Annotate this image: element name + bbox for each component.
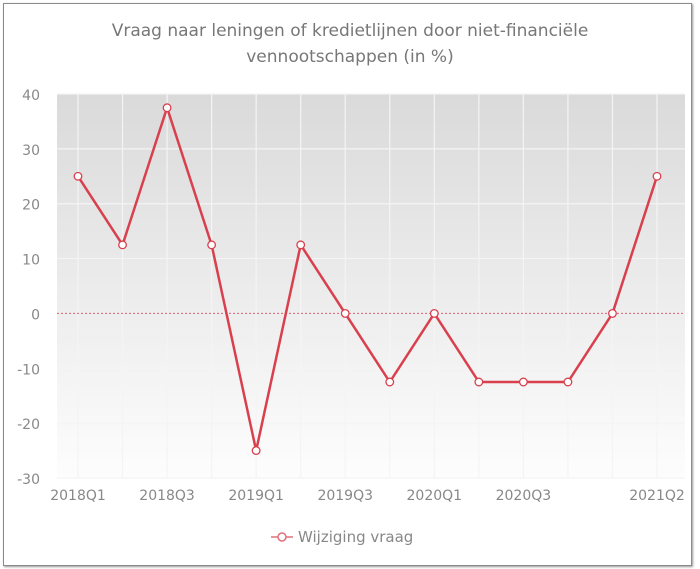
series-line [76, 106, 659, 452]
x-tick-label: 2019Q3 [317, 488, 373, 504]
data-point [385, 377, 395, 387]
x-tick-label: 2019Q1 [228, 488, 284, 504]
y-tick-label: -10 [17, 362, 40, 378]
title-line-1: Vraag naar leningen of kredietlijnen doo… [111, 21, 589, 41]
data-point [118, 240, 127, 250]
data-point [474, 377, 484, 387]
x-tick-label: 2018Q3 [139, 488, 195, 504]
data-point [608, 308, 617, 318]
data-point [563, 377, 573, 387]
y-tick-label: -30 [17, 472, 40, 488]
data-point [73, 171, 83, 181]
y-tick-label: -20 [17, 417, 40, 433]
legend-label: Wijziging vraag [298, 528, 414, 546]
legend[interactable]: Wijziging vraag [270, 528, 413, 546]
chart-frame [3, 3, 692, 566]
x-tick-label: 2020Q3 [496, 488, 552, 504]
data-point [296, 240, 306, 250]
x-tick-label: 2020Q1 [407, 488, 463, 504]
data-point [162, 103, 172, 113]
data-point [652, 171, 662, 181]
data-point [207, 240, 217, 250]
chart-title: Vraag naar leningen of kredietlijnen doo… [0, 18, 700, 70]
data-point [429, 308, 439, 318]
data-point [251, 446, 261, 456]
legend-marker-icon [271, 532, 293, 542]
data-point [340, 308, 350, 318]
y-tick-label: 20 [22, 198, 40, 214]
plot-background [57, 94, 685, 478]
y-tick-label: 40 [22, 88, 40, 104]
y-tick-label: 0 [31, 307, 40, 323]
x-tick-label: 2021Q2 [629, 488, 685, 504]
x-tick-label: 2018Q1 [50, 488, 106, 504]
title-line-2: vennootschappen (in %) [246, 47, 454, 67]
y-tick-label: 10 [22, 253, 40, 269]
y-tick-label: 30 [22, 143, 40, 159]
data-point [518, 377, 528, 387]
